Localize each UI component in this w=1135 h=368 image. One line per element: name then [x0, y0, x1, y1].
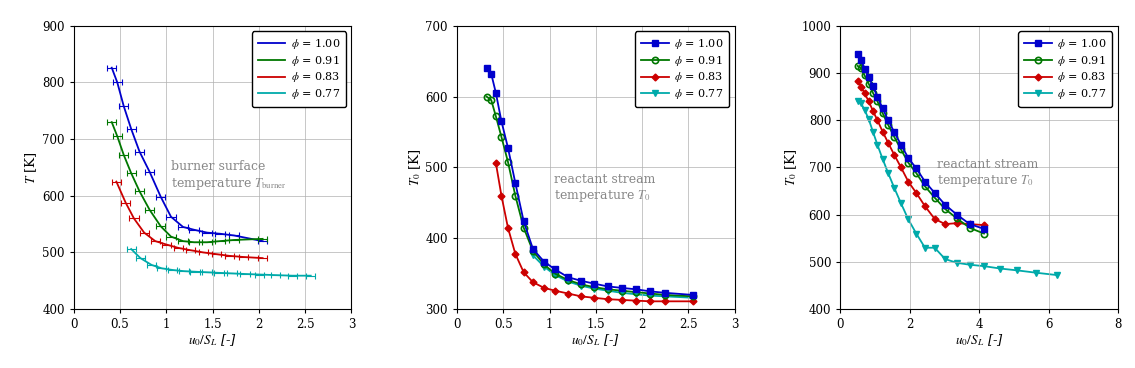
X-axis label: $u_0/S_L$ [-]: $u_0/S_L$ [-] — [955, 333, 1003, 348]
Y-axis label: $T_0$ [K]: $T_0$ [K] — [407, 149, 422, 186]
Legend: $\phi$ = 1.00, $\phi$ = 0.91, $\phi$ = 0.83, $\phi$ = 0.77: $\phi$ = 1.00, $\phi$ = 0.91, $\phi$ = 0… — [636, 31, 729, 107]
Text: reactant stream
temperature $T_0$: reactant stream temperature $T_0$ — [938, 158, 1039, 189]
X-axis label: $u_0/S_L$ [-]: $u_0/S_L$ [-] — [571, 333, 621, 348]
Text: burner surface
temperature $T_{\mathrm{burner}}$: burner surface temperature $T_{\mathrm{b… — [171, 160, 286, 191]
Legend: $\phi$ = 1.00, $\phi$ = 0.91, $\phi$ = 0.83, $\phi$ = 0.77: $\phi$ = 1.00, $\phi$ = 0.91, $\phi$ = 0… — [1018, 31, 1112, 107]
Text: reactant stream
temperature $T_0$: reactant stream temperature $T_0$ — [554, 173, 656, 204]
Legend: $\phi$ = 1.00, $\phi$ = 0.91, $\phi$ = 0.83, $\phi$ = 0.77: $\phi$ = 1.00, $\phi$ = 0.91, $\phi$ = 0… — [252, 31, 346, 107]
Y-axis label: $T$ [K]: $T$ [K] — [24, 151, 40, 184]
Y-axis label: $T_0$ [K]: $T_0$ [K] — [783, 149, 799, 186]
X-axis label: $u_0/S_L$ [-]: $u_0/S_L$ [-] — [188, 333, 237, 348]
